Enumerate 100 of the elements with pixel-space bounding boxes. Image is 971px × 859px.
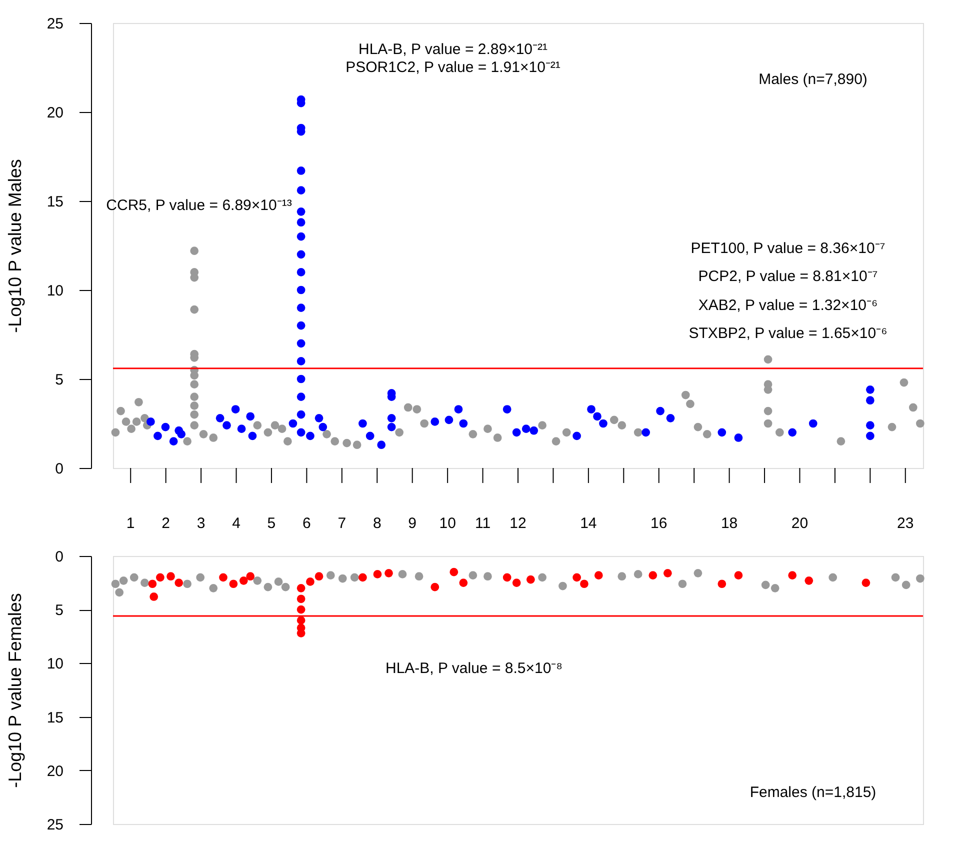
point [281,582,290,592]
x-tick-label: 11 [474,515,491,532]
point [338,574,347,583]
point [902,580,910,590]
y-tick-label: 5 [55,602,64,620]
point [384,568,393,578]
y-tick-label: 25 [46,816,64,834]
x-tick-label: 14 [580,515,597,532]
point [580,580,588,588]
point [358,573,367,582]
point [274,578,283,586]
x-tick-label: 10 [439,515,456,532]
y-tick-label: 0 [55,460,64,478]
point [115,588,124,597]
annotation: PCP2, P value = 8.81×10⁻⁷ [698,268,878,285]
point [502,573,512,582]
y-tick-label: 0 [55,548,64,566]
x-tick-label: 1 [126,515,135,532]
point [594,571,603,580]
x-tick-label: 5 [267,515,276,532]
x-tick-label: 16 [650,515,668,532]
point [526,575,535,584]
y-tick-label: 20 [46,104,64,122]
x-tick-label: 18 [720,515,738,532]
point [196,573,205,582]
y-tick-label: 5 [55,372,64,388]
y-axis-title: -Log10 P value Males [4,159,25,333]
x-tick-label: 2 [162,515,170,532]
annotation: PET100, P value = 8.36×10⁻⁷ [690,240,886,257]
point [678,580,687,588]
point [264,582,272,592]
point [891,573,900,582]
point [296,594,306,604]
point [296,624,306,632]
point [239,576,248,585]
point [484,572,492,581]
point [718,580,726,588]
x-tick-label: 4 [232,515,240,532]
point [130,573,138,582]
y-tick-label: 20 [46,762,64,780]
annotation: Females (n=1,815) [750,784,876,801]
point [572,573,581,582]
point [296,605,306,614]
point [111,580,120,588]
point [862,578,870,587]
point [314,572,324,581]
point [306,578,314,586]
y-axis-title: -Log10 P value Females [4,593,25,788]
point [804,576,814,585]
point [430,582,440,592]
annotation: STXBP2, P value = 1.65×10⁻⁶ [688,325,888,342]
point [296,584,306,592]
point [398,570,407,578]
point [512,578,521,587]
point [634,570,642,578]
x-tick-label: 8 [372,515,382,532]
point [350,573,359,582]
point [450,568,458,576]
point [538,573,546,582]
point [663,568,672,578]
point [174,578,184,587]
y-tick-label: 15 [46,194,64,210]
point [150,592,158,601]
point [468,571,478,580]
annotation: HLA-B, P value = 8.5×10⁻⁸ [386,660,562,677]
point [246,572,255,581]
y-tick-label: 25 [46,16,64,32]
point [119,576,128,585]
point [734,571,743,580]
point [828,573,838,582]
point [558,582,567,590]
point [209,584,218,592]
x-tick-label: 9 [408,515,417,532]
x-tick-label: 23 [897,515,914,532]
annotation: HLA-B, P value = 2.89×10⁻²¹ [358,41,548,58]
point [253,576,262,585]
y-tick-label: 10 [46,656,64,673]
point [770,584,780,592]
x-tick-label: 6 [302,515,311,532]
point [618,572,626,581]
x-tick-label: 7 [338,515,346,532]
annotation: CCR5, P value = 6.89×10⁻¹³ [106,197,292,214]
point [229,580,238,588]
annotation: PSOR1C2, P value = 1.91×10⁻²¹ [346,59,560,76]
annotation: Males (n=7,890) [758,71,868,88]
point [219,573,228,582]
point [788,571,797,580]
point [326,571,335,580]
point [183,580,192,588]
x-tick-label: 3 [196,515,206,532]
point [140,578,149,587]
point [459,578,468,587]
point [694,568,702,578]
x-tick-label: 12 [510,515,526,532]
point [916,574,924,583]
y-tick-label: 15 [46,709,64,726]
point [296,616,306,624]
point [166,572,175,581]
point [148,580,157,588]
point [373,570,382,578]
